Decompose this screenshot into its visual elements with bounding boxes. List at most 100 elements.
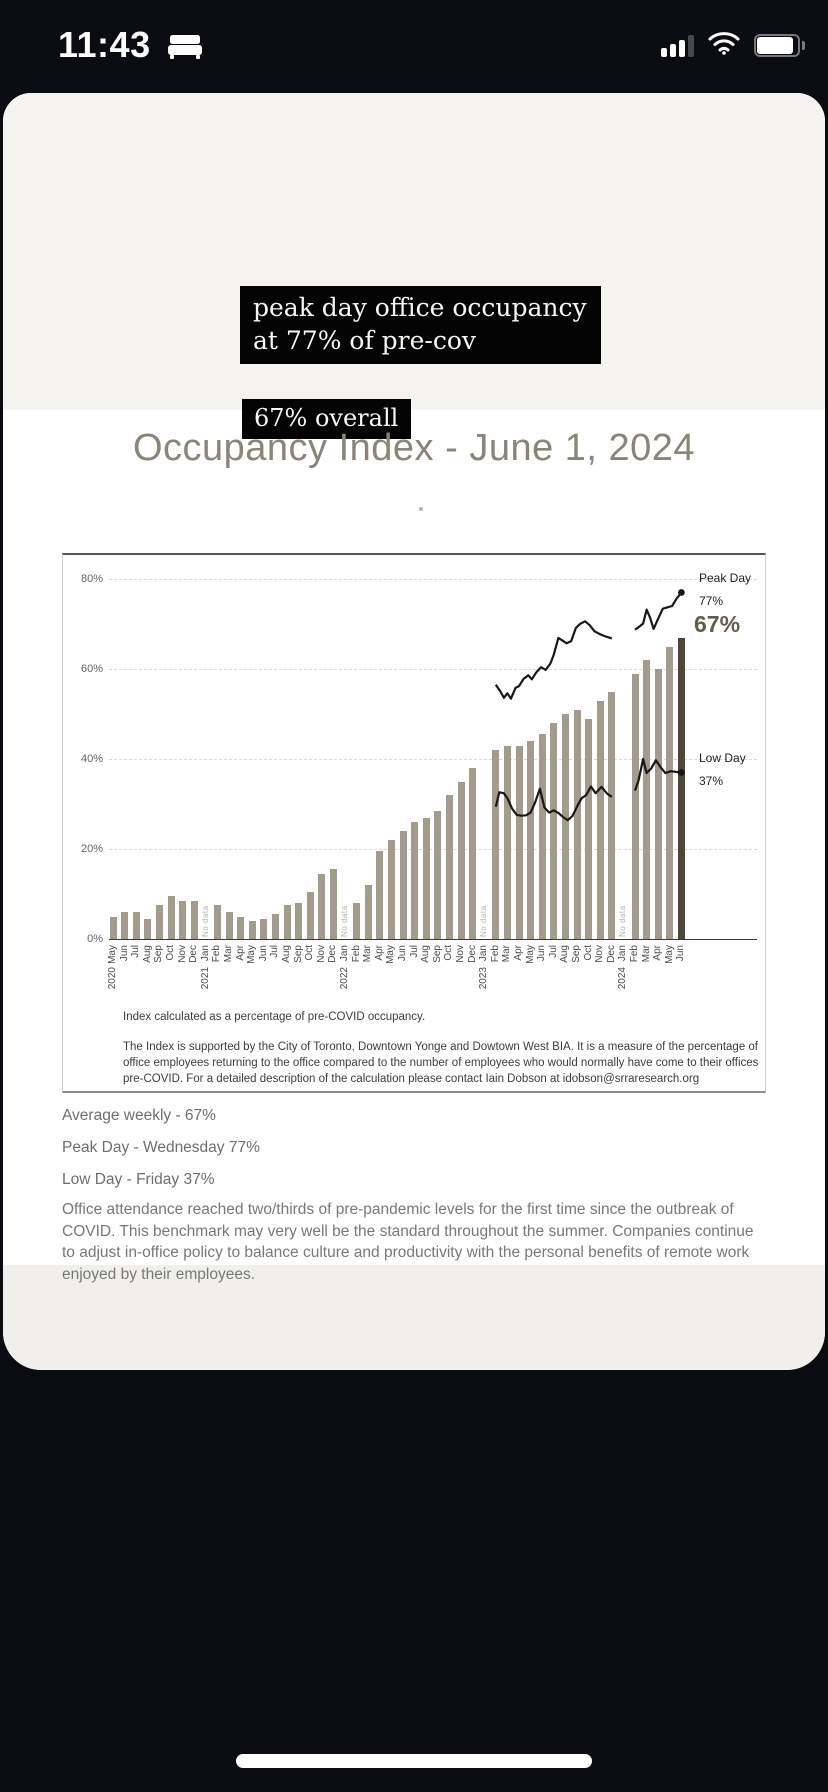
occupancy-bar (179, 900, 187, 939)
x-month-label: Jun (397, 945, 408, 962)
x-month-label: Mar (640, 945, 652, 963)
x-month-label: Oct (304, 945, 316, 961)
x-month-label: Dec (327, 945, 339, 963)
bed-icon (168, 34, 202, 65)
x-month-label: Nov (315, 945, 327, 963)
occupancy-bar (213, 905, 221, 939)
occupancy-bar (399, 831, 407, 939)
x-month-label: Apr (373, 945, 385, 961)
occupancy-bar (654, 669, 662, 939)
gridline (109, 759, 757, 760)
occupancy-bar (387, 840, 395, 939)
no-data-label: No data (479, 905, 489, 937)
bottom-gray-band (3, 1265, 825, 1370)
x-month-label: Feb (211, 945, 223, 963)
x-month-label: Nov (176, 945, 188, 963)
x-month-label: Apr (513, 945, 524, 961)
story-badge-overlay: 67% overall (242, 399, 412, 439)
summary-peak-day: Peak Day - Wednesday 77% (62, 1139, 260, 1156)
x-month-label: Apr (652, 945, 664, 961)
occupancy-bar (643, 660, 651, 939)
occupancy-bar (121, 912, 129, 939)
x-month-label: Sep (431, 945, 443, 963)
occupancy-bar (295, 903, 303, 939)
occupancy-bar (608, 691, 616, 939)
occupancy-bar (457, 781, 465, 939)
x-month-label: Feb (350, 945, 362, 963)
low-day-value: 37% (699, 774, 724, 788)
chart-footnote-2: The Index is supported by the City of To… (123, 1041, 759, 1085)
occupancy-bar (666, 646, 674, 939)
x-month-label: Dec (466, 945, 478, 963)
summary-average-weekly: Average weekly - 67% (62, 1107, 216, 1124)
low-day-label: Low Day (699, 751, 746, 765)
occupancy-bar (585, 718, 593, 939)
x-month-label: Mar (362, 945, 374, 963)
occupancy-bar (167, 896, 175, 939)
occupancy-chart: 80% 60% 40% 20% 0% No data No data No data No da… (62, 553, 766, 1093)
x-month-label: Jul (269, 945, 281, 958)
story-text-overlay: peak day office occupancy at 77% of pre-… (240, 286, 601, 364)
occupancy-bar (573, 709, 581, 939)
x-month-label: Nov (455, 945, 466, 963)
occupancy-bar (376, 851, 384, 939)
occupancy-bar (677, 637, 685, 939)
gridline (109, 669, 757, 670)
x-month-label: Mar (501, 945, 513, 963)
home-indicator[interactable] (236, 1754, 592, 1768)
cellular-signal-icon (661, 33, 694, 57)
occupancy-bar (144, 918, 152, 939)
occupancy-bar (596, 700, 604, 939)
occupancy-bar (561, 714, 569, 939)
x-month-label: Sep (571, 945, 582, 963)
occupancy-bar (527, 741, 535, 939)
occupancy-bar (260, 918, 268, 939)
y-tick-label: 60% (80, 663, 103, 675)
occupancy-bar (132, 912, 140, 939)
x-month-label: Aug (141, 945, 153, 963)
occupancy-bar (445, 795, 453, 939)
x-month-label: Mar (223, 945, 234, 963)
occupancy-bar (109, 916, 117, 939)
x-month-label: May (524, 945, 536, 964)
x-year-label: 2020 (107, 967, 118, 990)
no-data-label: No data (340, 905, 349, 937)
gridline (109, 849, 757, 850)
x-month-label: Jun (257, 945, 269, 962)
occupancy-bar (503, 745, 511, 939)
x-month-label: Jul (408, 945, 420, 958)
x-month-label: Jun (118, 945, 130, 962)
occupancy-bar (329, 869, 337, 939)
occupancy-bar (225, 912, 233, 939)
peak-day-value: 77% (699, 594, 724, 608)
x-month-label: Sep (292, 945, 304, 963)
occupancy-bar (283, 905, 291, 939)
x-month-label: May (663, 945, 675, 964)
no-data-label: No data (200, 905, 210, 937)
chart-footnote-1: Index calculated as a percentage of pre-… (123, 1011, 426, 1023)
x-month-label: Nov (594, 945, 606, 963)
x-month-label: Oct (582, 945, 594, 961)
x-month-label: Jul (547, 945, 559, 958)
occupancy-bar (434, 810, 442, 939)
occupancy-bar (492, 750, 500, 939)
occupancy-bar (550, 723, 558, 939)
separator-dot (419, 507, 423, 511)
no-data-label: No data (618, 905, 628, 937)
y-tick-label: 20% (80, 843, 103, 855)
status-bar: 11:43 (0, 0, 828, 93)
page-title: Occupancy Index - June 1, 2024 (132, 427, 696, 469)
x-month-label: Feb (629, 945, 640, 963)
summary-low-day: Low Day - Friday 37% (62, 1171, 215, 1188)
occupancy-bar (469, 768, 477, 939)
occupancy-bar (306, 891, 314, 939)
occupancy-bar (364, 885, 372, 939)
x-month-label: Oct (443, 945, 455, 961)
summary-block: Average weekly - 67% Peak Day - Wednesda… (62, 1107, 772, 1203)
occupancy-bar (515, 745, 523, 939)
occupancy-bar (190, 900, 198, 939)
occupancy-bar (237, 916, 245, 939)
x-month-label: Jun (536, 945, 548, 962)
occupancy-bar (422, 817, 430, 939)
content-card: peak day office occupancy at 77% of pre-… (3, 93, 825, 1370)
